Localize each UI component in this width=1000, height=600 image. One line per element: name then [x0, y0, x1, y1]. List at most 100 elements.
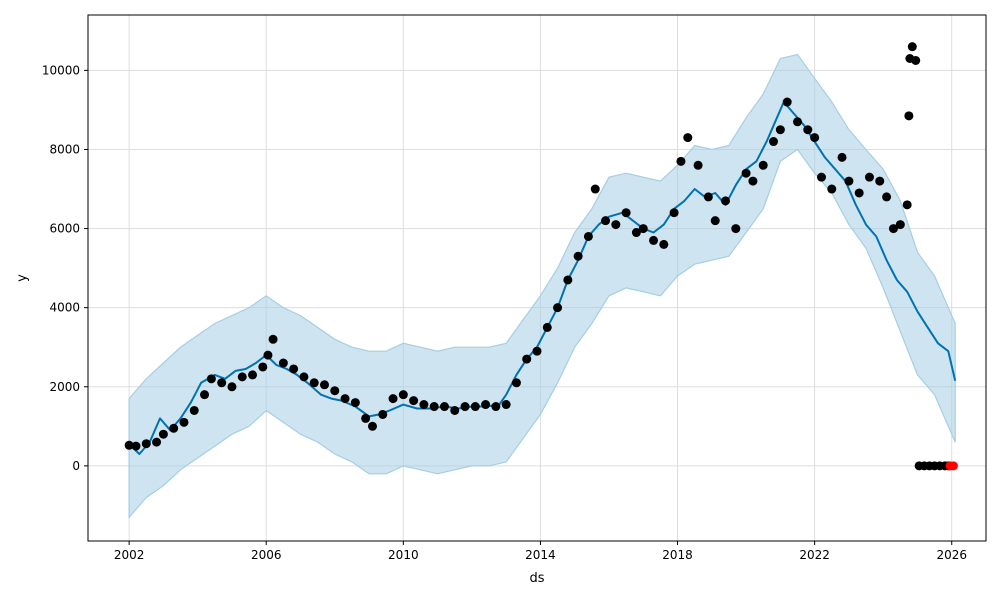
- observed-point: [481, 400, 491, 410]
- observed-point: [741, 168, 751, 178]
- observed-point: [248, 370, 258, 380]
- observed-point: [810, 133, 820, 143]
- observed-point: [532, 346, 542, 356]
- observed-point: [388, 394, 398, 404]
- observed-point: [669, 208, 679, 218]
- observed-point: [131, 441, 141, 451]
- observed-point: [882, 192, 892, 202]
- observed-point: [563, 275, 573, 285]
- observed-point: [864, 172, 874, 182]
- observed-point: [330, 386, 340, 396]
- grid-lines: [88, 15, 986, 541]
- observed-point: [278, 358, 288, 368]
- observed-point: [419, 400, 429, 410]
- y-tick-label: 6000: [49, 222, 80, 236]
- observed-point: [409, 396, 419, 406]
- observed-point: [169, 423, 179, 433]
- x-tick-label: 2010: [388, 548, 419, 562]
- observed-point: [553, 303, 563, 313]
- observed-point: [152, 437, 162, 447]
- observed-point: [268, 334, 278, 344]
- observed-point: [124, 440, 134, 450]
- observed-point: [888, 224, 898, 234]
- x-tick-label: 2006: [251, 548, 282, 562]
- observed-point: [683, 133, 693, 143]
- x-axis-label: ds: [529, 571, 544, 586]
- observed-point: [522, 354, 532, 364]
- observed-point: [631, 228, 641, 238]
- observed-point: [601, 216, 611, 226]
- observed-point: [206, 374, 216, 384]
- observed-point: [895, 220, 905, 230]
- observed-point: [340, 394, 350, 404]
- y-tick-label: 10000: [42, 63, 80, 77]
- observed-point: [189, 405, 199, 415]
- observed-point: [470, 402, 480, 412]
- observed-points-group: [124, 42, 958, 471]
- observed-point: [844, 176, 854, 186]
- y-tick-label: 2000: [49, 380, 80, 394]
- observed-point: [758, 160, 768, 170]
- observed-point: [748, 176, 758, 186]
- observed-point: [141, 439, 151, 449]
- y-tick-label: 4000: [49, 301, 80, 315]
- observed-point: [361, 413, 371, 423]
- y-tick-label: 8000: [49, 142, 80, 156]
- observed-point: [590, 184, 600, 194]
- observed-point: [775, 125, 785, 135]
- observed-point: [911, 55, 921, 65]
- observed-point: [902, 200, 912, 210]
- observed-point: [450, 405, 460, 415]
- observed-point: [782, 97, 792, 107]
- observed-point: [398, 390, 408, 400]
- observed-point: [792, 117, 802, 127]
- observed-point: [875, 176, 885, 186]
- observed-point: [227, 382, 237, 392]
- x-tick-label: 2026: [936, 548, 967, 562]
- x-axis-ticks: 2002 2006 2010 2014 2018 2022 2026: [114, 541, 967, 562]
- observed-point: [460, 402, 470, 412]
- observed-point: [217, 378, 227, 388]
- observed-point: [158, 429, 168, 439]
- observed-point: [721, 196, 731, 206]
- observed-point: [258, 362, 268, 372]
- observed-point: [854, 188, 864, 198]
- observed-point: [638, 224, 648, 234]
- observed-point: [289, 364, 299, 374]
- x-tick-label: 2002: [114, 548, 145, 562]
- x-tick-label: 2014: [525, 548, 556, 562]
- observed-point: [731, 224, 741, 234]
- y-axis-ticks: 0 2000 4000 6000 8000 10000: [42, 63, 88, 473]
- observed-point: [907, 42, 917, 52]
- observed-point: [837, 152, 847, 162]
- uncertainty-interval-area: [128, 53, 956, 519]
- observed-point: [350, 398, 360, 408]
- observed-point: [501, 400, 511, 410]
- observed-point: [573, 251, 583, 261]
- observed-point: [703, 192, 713, 202]
- observed-point: [611, 220, 621, 230]
- observed-point: [439, 402, 449, 412]
- observed-point: [491, 402, 501, 412]
- x-tick-label: 2022: [799, 548, 830, 562]
- observed-point: [816, 172, 826, 182]
- observed-point: [583, 231, 593, 241]
- observed-point: [367, 421, 377, 431]
- observed-point: [378, 409, 388, 419]
- observed-point: [659, 239, 669, 249]
- uncertainty-band: [128, 53, 956, 519]
- observed-point: [621, 208, 631, 218]
- observed-point: [904, 111, 914, 121]
- observed-point: [299, 372, 309, 382]
- observed-point: [649, 235, 659, 245]
- observed-point: [710, 216, 720, 226]
- plot-frame: [87, 14, 987, 542]
- observed-point: [429, 402, 439, 412]
- y-axis-label: y: [15, 274, 30, 282]
- observed-point: [768, 137, 778, 147]
- x-tick-label: 2018: [662, 548, 693, 562]
- observed-point: [693, 160, 703, 170]
- flagged-point: [948, 461, 958, 471]
- observed-point: [803, 125, 813, 135]
